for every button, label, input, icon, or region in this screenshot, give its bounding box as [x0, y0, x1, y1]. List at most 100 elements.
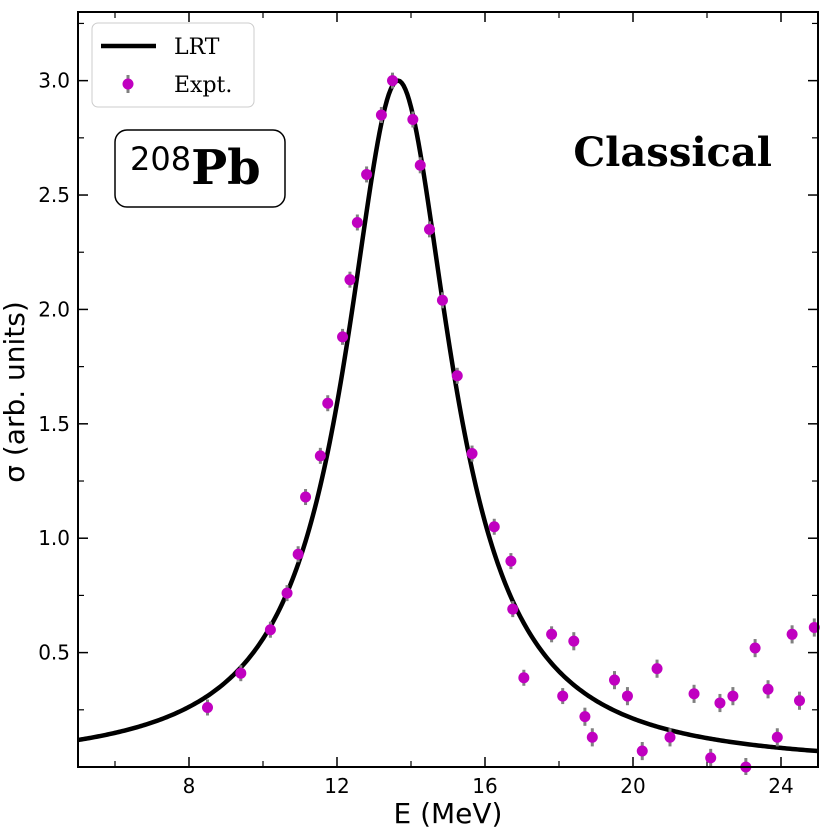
expt-marker: [414, 159, 426, 171]
expt-marker: [451, 370, 463, 382]
expt-marker: [424, 223, 435, 235]
x-tick-label: 16: [472, 774, 497, 798]
expt-point: [621, 687, 633, 706]
expt-point: [518, 669, 530, 686]
expt-marker: [771, 731, 783, 743]
legend: LRT Expt.: [91, 22, 255, 108]
expt-marker: [762, 683, 774, 695]
y-tick-label: 1.0: [38, 526, 70, 550]
expt-point: [300, 489, 312, 506]
plot-background: [78, 12, 818, 767]
expt-marker: [568, 635, 580, 647]
expt-point: [664, 728, 676, 747]
expt-marker: [407, 114, 419, 126]
expt-marker: [375, 109, 387, 121]
expt-point: [344, 271, 356, 288]
expt-point: [424, 221, 435, 238]
expt-marker: [466, 448, 478, 460]
expt-point: [557, 688, 569, 705]
expt-marker: [749, 642, 761, 654]
expt-marker: [579, 711, 591, 723]
expt-point: [407, 111, 419, 128]
expt-point: [749, 639, 761, 658]
expt-point: [714, 693, 726, 713]
expt-point: [505, 553, 517, 570]
y-tick-label: 3.0: [38, 69, 70, 93]
expt-point: [351, 214, 363, 231]
expt-point: [688, 684, 700, 703]
nucleus-annotation: 208Pb: [114, 129, 286, 208]
expt-marker: [557, 690, 569, 702]
expt-marker: [344, 274, 356, 286]
expt-marker: [688, 688, 700, 700]
expt-marker: [794, 695, 805, 707]
lrt-curve: [77, 78, 819, 754]
expt-point: [387, 72, 398, 89]
y-tick-label: 1.5: [38, 412, 70, 436]
expt-point: [727, 687, 739, 706]
nucleus-mass-number: 208: [130, 140, 191, 178]
expt-point: [264, 621, 276, 638]
expt-point: [546, 626, 558, 643]
expt-marker: [507, 603, 519, 615]
nucleus-symbol: Pb: [191, 140, 261, 196]
axis-ticks: 8 12 16 20 24 0.5 1.0 1.5 2.0 2.5 3.0: [38, 12, 818, 798]
expt-point: [568, 632, 580, 651]
y-tick-label: 2.5: [38, 183, 70, 207]
expt-point: [414, 157, 426, 174]
expt-marker: [337, 331, 349, 343]
legend-label-expt: Expt.: [174, 73, 232, 98]
expt-marker: [292, 548, 304, 560]
expt-marker: [300, 491, 312, 503]
expt-point: [771, 728, 783, 747]
expt-marker: [664, 731, 676, 743]
x-tick-label: 8: [183, 774, 196, 798]
nucleus-label-box: [114, 129, 286, 208]
expt-marker: [714, 697, 726, 709]
y-axis-label: σ (arb. units): [0, 301, 31, 483]
legend-label-lrt: LRT: [174, 35, 220, 60]
expt-marker: [314, 450, 326, 462]
expt-point: [507, 601, 519, 618]
expt-marker: [436, 294, 448, 306]
expt-marker: [621, 690, 633, 702]
expt-point: [762, 680, 774, 699]
expt-marker: [361, 168, 373, 180]
expt-points-group: [202, 72, 820, 775]
expt-point: [322, 395, 334, 412]
expt-marker: [322, 397, 334, 409]
expt-point: [281, 585, 293, 602]
expt-point: [337, 328, 349, 345]
x-tick-label: 20: [620, 774, 645, 798]
expt-point: [314, 447, 326, 464]
y-tick-label: 2.0: [38, 297, 70, 321]
expt-marker: [586, 731, 598, 743]
expt-marker: [235, 667, 247, 679]
y-tick-label: 0.5: [38, 641, 70, 665]
expt-point: [586, 728, 598, 747]
expt-point: [451, 367, 463, 384]
expt-point: [794, 691, 805, 710]
expt-point: [786, 625, 798, 644]
expt-marker: [786, 628, 798, 640]
legend-marker-swatch: [122, 78, 134, 90]
expt-marker: [609, 674, 620, 686]
expt-point: [609, 671, 620, 690]
expt-point: [651, 659, 663, 678]
expt-marker: [518, 672, 530, 684]
x-tick-label: 24: [768, 774, 793, 798]
expt-point: [488, 518, 500, 535]
expt-point: [292, 546, 304, 563]
expt-marker: [264, 624, 276, 636]
expt-marker: [202, 702, 213, 714]
expt-point: [579, 707, 591, 726]
expt-point: [705, 748, 717, 767]
expt-point: [466, 445, 478, 462]
expt-point: [436, 292, 448, 309]
expt-marker: [727, 690, 739, 702]
plot-frame: [77, 11, 819, 768]
expt-marker: [636, 745, 648, 757]
expt-marker: [505, 555, 517, 567]
expt-point: [235, 665, 247, 682]
x-axis-label: E (MeV): [394, 797, 503, 830]
